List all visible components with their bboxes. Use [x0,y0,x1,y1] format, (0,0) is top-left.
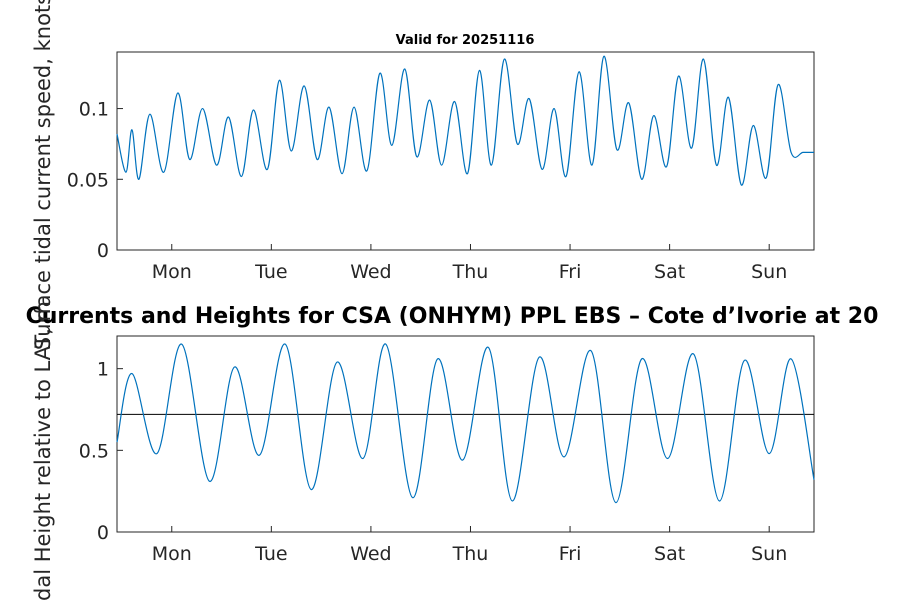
current-speed-ylabel: Surface tidal current speed, knots [31,0,55,350]
tidal-height-xtick-label: Sat [654,543,685,565]
tidal-height-xtick-label: Fri [559,543,582,565]
current-speed-ticks: 0 0.05 0.1 Mon Tue Wed Thu Fri Sat Sun [67,99,788,283]
tidal-height-ylabel: Tidal Height relative to LAT, m [31,301,55,600]
current-speed-xtick-label: Wed [350,261,391,283]
tidal-height-xtick-label: Wed [350,543,391,565]
current-speed-ytick-label: 0.05 [67,169,109,191]
current-speed-xtick-label: Tue [254,261,287,283]
tidal-height-ytick-label: 0 [97,522,109,544]
current-speed-panel: Valid for 20251116 0 0.05 0.1 Mon Tue Wed Thu F… [31,0,815,350]
tidal-height-xtick-label: Mon [152,543,192,565]
current-speed-xtick-label: Mon [152,261,192,283]
current-speed-xtick-label: Sun [751,261,787,283]
current-speed-ytick-label: 0.1 [79,99,109,121]
tidal-height-panel: 0 0.5 1 Mon Tue Wed Thu Fri Sat Sun Currents and … [26,301,879,600]
tidal-height-ytick-label: 0.5 [79,440,109,462]
current-speed-axes-box [116,51,815,251]
tidal-height-xtick-label: Sun [751,543,787,565]
current-speed-ytick-label: 0 [97,240,109,262]
current-speed-xtick-label: Thu [452,261,489,283]
current-speed-xtick-label: Fri [559,261,582,283]
current-speed-title: Valid for 20251116 [396,33,535,48]
tidal-height-xtick-label: Tue [254,543,287,565]
current-speed-series-line [116,55,814,186]
tidal-height-ticks: 0 0.5 1 Mon Tue Wed Thu Fri Sat Sun [79,359,787,565]
tidal-height-ytick-label: 1 [97,359,109,381]
tidal-height-series-line [116,343,815,504]
tidal-height-xtick-label: Thu [452,543,489,565]
current-speed-xtick-label: Sat [654,261,685,283]
tidal-height-title: Currents and Heights for CSA (ONHYM) PPL… [26,304,879,329]
